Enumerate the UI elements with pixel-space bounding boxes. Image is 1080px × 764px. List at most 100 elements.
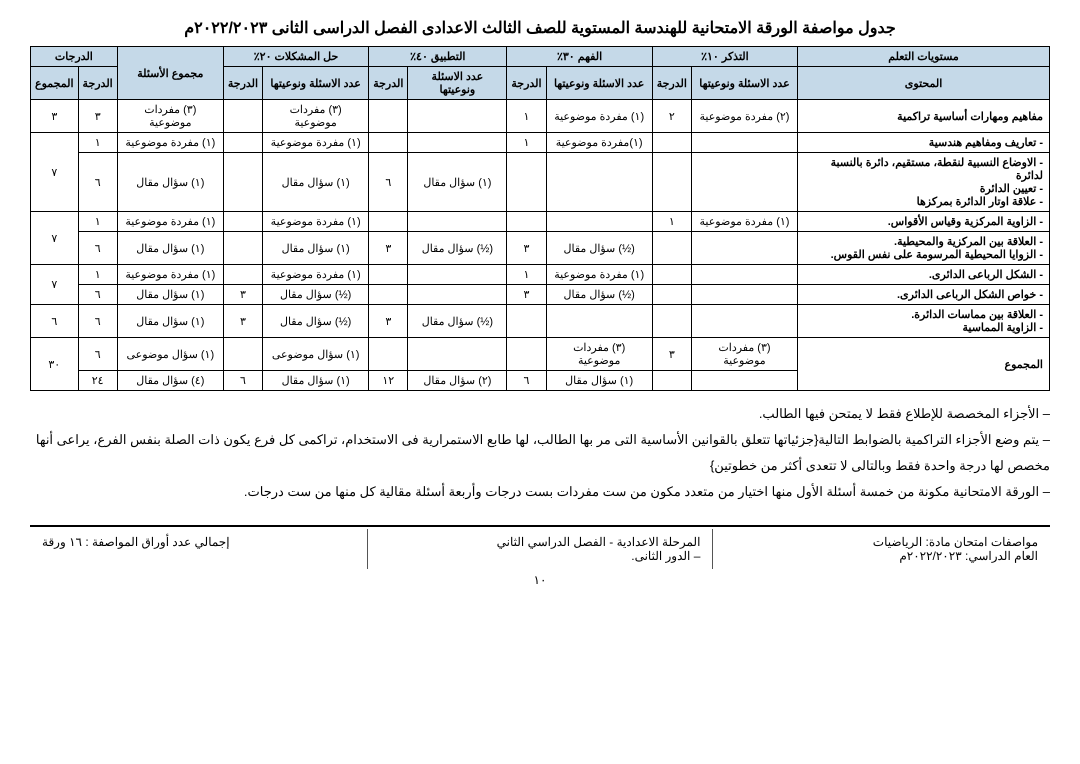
cell <box>223 232 262 265</box>
cell: ٦ <box>507 371 546 391</box>
cell: (١) مفردة موضوعية <box>263 212 369 232</box>
cell <box>507 212 546 232</box>
cell <box>408 338 507 371</box>
cell: ٢ <box>652 100 691 133</box>
cell: ٦ <box>78 305 117 338</box>
cell: (١) مفردة موضوعية <box>546 100 652 133</box>
cell: ١ <box>507 265 546 285</box>
cell: (½) سؤال مقال <box>263 305 369 338</box>
cell: (½) سؤال مقال <box>546 285 652 305</box>
cell: ٣٠ <box>31 338 79 391</box>
hdr-total: المجموع <box>31 67 79 100</box>
cell: (½) سؤال مقال <box>546 232 652 265</box>
cell: (١) سؤال مقال <box>117 232 223 265</box>
table-row: مفاهيم ومهارات أساسية تراكمية(٢) مفردة م… <box>31 100 1050 133</box>
cell <box>507 153 546 212</box>
cell <box>223 338 262 371</box>
table-row: - الشكل الرباعى الدائرى. (١) مفردة موضوعي… <box>31 265 1050 285</box>
hdr-content: المحتوى <box>798 67 1050 100</box>
cell <box>652 371 691 391</box>
cell: ١٢ <box>369 371 408 391</box>
cell: ٧ <box>31 265 79 305</box>
cell: - العلاقة بين المركزية والمحيطية. - الزو… <box>798 232 1050 265</box>
hdr-am: الدرجة <box>369 67 408 100</box>
hdr-comp: الفهم ٣٠٪ <box>507 47 652 67</box>
cell <box>408 100 507 133</box>
cell: مفاهيم ومهارات أساسية تراكمية <box>798 100 1050 133</box>
cell <box>369 212 408 232</box>
cell <box>652 153 691 212</box>
cell <box>507 338 546 371</box>
hdr-rm: الدرجة <box>652 67 691 100</box>
footer-stage: المرحلة الاعدادية - الفصل الدراسي الثاني <box>380 535 701 549</box>
note-3: – الورقة الامتحانية مكونة من خمسة أسئلة … <box>30 479 1050 505</box>
cell <box>691 265 797 285</box>
cell: - الشكل الرباعى الدائرى. <box>798 265 1050 285</box>
cell <box>223 133 262 153</box>
cell <box>408 265 507 285</box>
cell: - خواص الشكل الرباعى الدائرى. <box>798 285 1050 305</box>
spec-table: مستويات التعلم التذكر ١٠٪ الفهم ٣٠٪ التط… <box>30 46 1050 391</box>
cell: - الزاوية المركزية وقياس الأقواس. <box>798 212 1050 232</box>
cell: (١) سؤال مقال <box>117 153 223 212</box>
cell: (١) سؤال مقال <box>408 153 507 212</box>
cell: (½) سؤال مقال <box>408 305 507 338</box>
footer: مواصفات امتحان مادة: الرياضيات العام الد… <box>30 529 1050 569</box>
cell: (١) سؤال مقال <box>117 285 223 305</box>
cell: (٢) مفردة موضوعية <box>691 100 797 133</box>
table-row: - خواص الشكل الرباعى الدائرى. (½) سؤال مق… <box>31 285 1050 305</box>
note-2: – يتم وضع الأجزاء التراكمية بالضوابط الت… <box>30 427 1050 479</box>
cell <box>691 133 797 153</box>
cell: ٣ <box>369 305 408 338</box>
cell: (١)مفردة موضوعية <box>546 133 652 153</box>
cell: ١ <box>507 100 546 133</box>
hdr-levels: مستويات التعلم <box>798 47 1050 67</box>
cell <box>691 153 797 212</box>
page-number: ١٠ <box>30 573 1050 587</box>
footer-pages: إجمالي عدد أوراق المواصفة : ١٦ ورقة <box>42 535 355 549</box>
cell: (١) سؤال مقال <box>263 232 369 265</box>
cell: - تعاريف ومفاهيم هندسية <box>798 133 1050 153</box>
cell: (٢) سؤال مقال <box>408 371 507 391</box>
cell: (١) سؤال موضوعى <box>117 338 223 371</box>
table-row: المجموع(٣) مفردات موضوعية٣(٣) مفردات موض… <box>31 338 1050 371</box>
table-row: - تعاريف ومفاهيم هندسية(١)مفردة موضوعية١… <box>31 133 1050 153</box>
cell <box>223 100 262 133</box>
table-row: - العلاقة بين المركزية والمحيطية. - الزو… <box>31 232 1050 265</box>
cell: ٣ <box>507 232 546 265</box>
cell: ٦ <box>78 285 117 305</box>
cell: ٧ <box>31 133 79 212</box>
hdr-cm: الدرجة <box>507 67 546 100</box>
cell: (٣) مفردات موضوعية <box>263 100 369 133</box>
hdr-marks: الدرجات <box>31 47 118 67</box>
cell: ٣ <box>78 100 117 133</box>
cell: ٣ <box>369 232 408 265</box>
cell <box>652 232 691 265</box>
cell <box>408 133 507 153</box>
cell <box>691 285 797 305</box>
hdr-mark: الدرجة <box>78 67 117 100</box>
cell: (١) مفردة موضوعية <box>263 265 369 285</box>
hdr-apply: التطبيق ٤٠٪ <box>369 47 507 67</box>
cell: ٦ <box>369 153 408 212</box>
cell: (١) سؤال مقال <box>263 153 369 212</box>
cell <box>652 285 691 305</box>
cell <box>507 305 546 338</box>
cell: (٤) سؤال مقال <box>117 371 223 391</box>
cell <box>369 133 408 153</box>
cell <box>652 133 691 153</box>
cell <box>369 285 408 305</box>
cell: (½) سؤال مقال <box>408 232 507 265</box>
cell: (١) مفردة موضوعية <box>691 212 797 232</box>
cell <box>408 212 507 232</box>
hdr-rq: عدد الاسئلة ونوعيتها <box>691 67 797 100</box>
cell: (١) سؤال مقال <box>546 371 652 391</box>
cell: ٣ <box>31 100 79 133</box>
cell: (٣) مفردات موضوعية <box>117 100 223 133</box>
cell <box>691 371 797 391</box>
hdr-pq: عدد الاسئلة ونوعيتها <box>263 67 369 100</box>
cell: ٦ <box>78 232 117 265</box>
cell: المجموع <box>798 338 1050 391</box>
table-row: - العلاقة بين مماسات الدائرة. - الزاوية … <box>31 305 1050 338</box>
document-title: جدول مواصفة الورقة الامتحانية للهندسة ال… <box>30 18 1050 38</box>
